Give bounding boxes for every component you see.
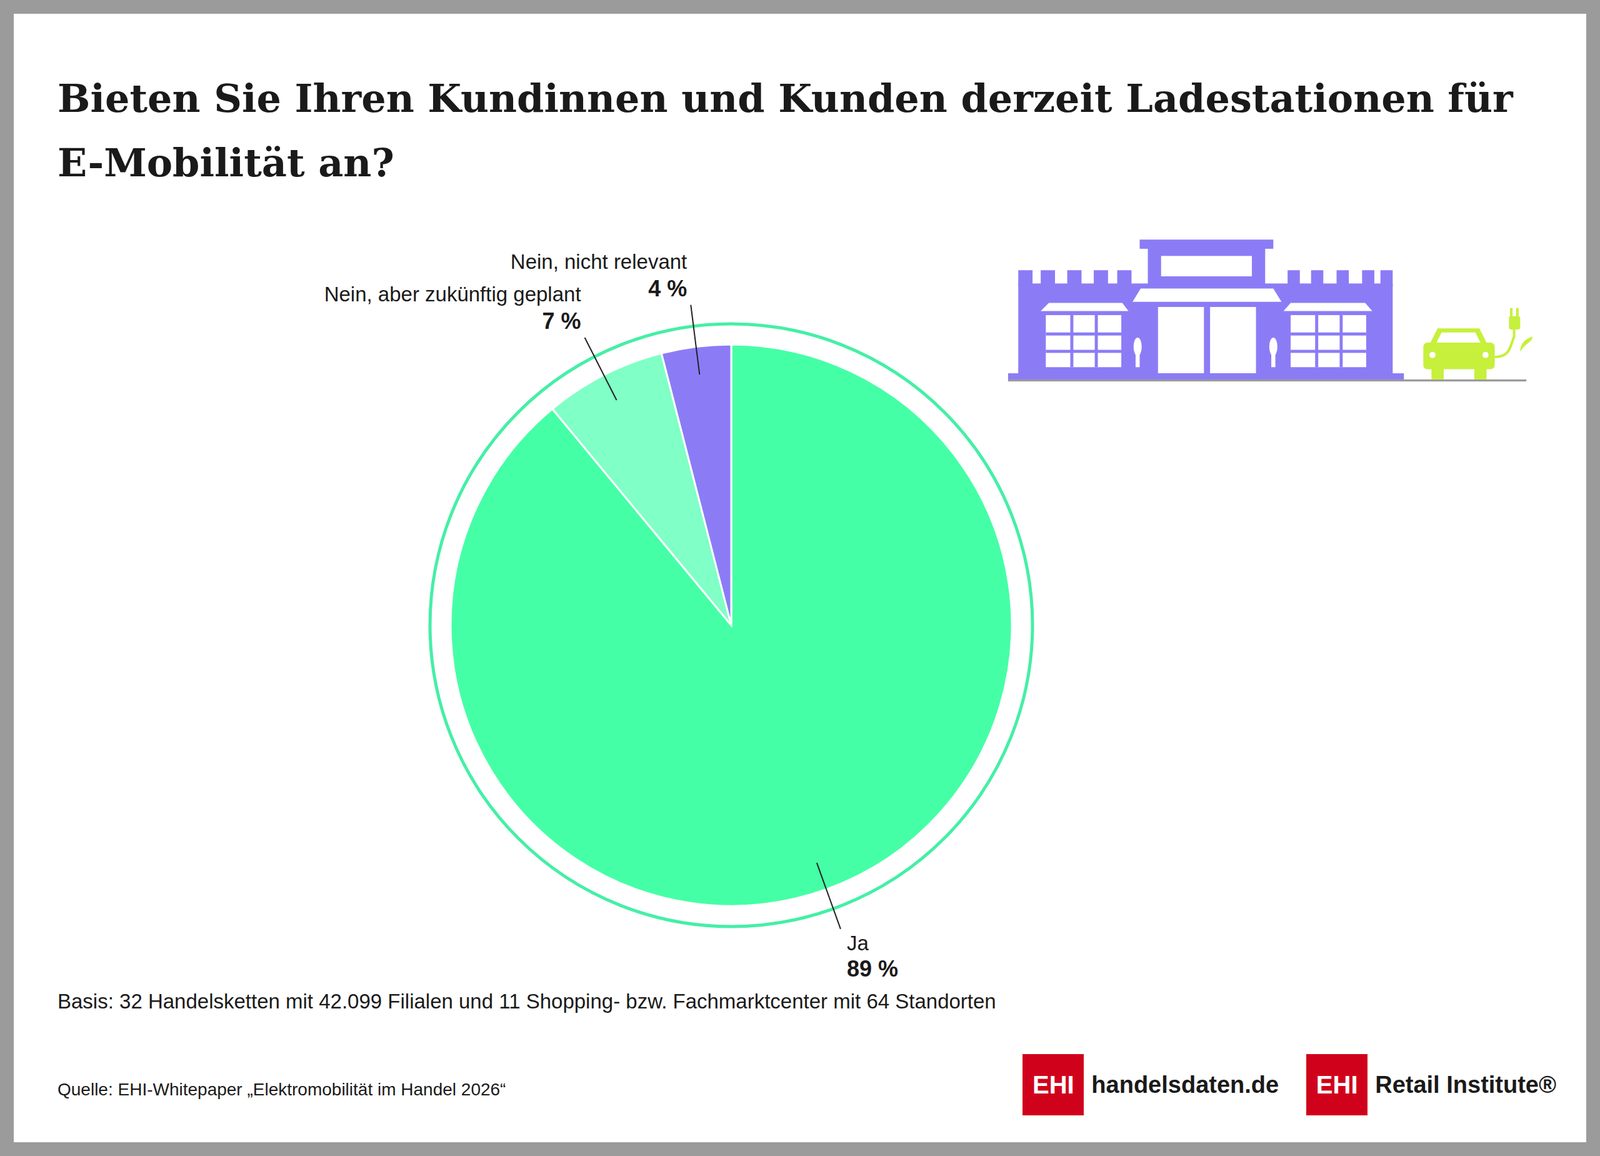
html-text:EHI: EHI (1032, 1070, 1075, 1098)
html-text:Quelle: EHI-Whitepaper „Elektr: Quelle: EHI-Whitepaper „Elektromobilität… (57, 1079, 506, 1099)
svg-text:Ja: Ja (846, 931, 870, 955)
svg-text:4 %: 4 % (648, 275, 687, 302)
html-text:Retail Institute®: Retail Institute® (1375, 1070, 1557, 1098)
html-text:Bieten Sie Ihren Kundinnen und: Bieten Sie Ihren Kundinnen und Kunden de… (57, 75, 1513, 186)
svg-text:Nein, nicht relevant: Nein, nicht relevant (510, 250, 687, 274)
html-text:handelsdaten.de: handelsdaten.de (1091, 1070, 1279, 1098)
svg-text:89 %: 89 % (846, 955, 899, 982)
svg-text:Nein, aber zukünftig geplant: Nein, aber zukünftig geplant (324, 282, 582, 306)
html-text:Basis: 32 Handelsketten mit 42: Basis: 32 Handelsketten mit 42.099 Filia… (57, 989, 997, 1013)
svg-text:7 %: 7 % (542, 308, 582, 334)
html-text:EHI: EHI (1316, 1070, 1358, 1098)
